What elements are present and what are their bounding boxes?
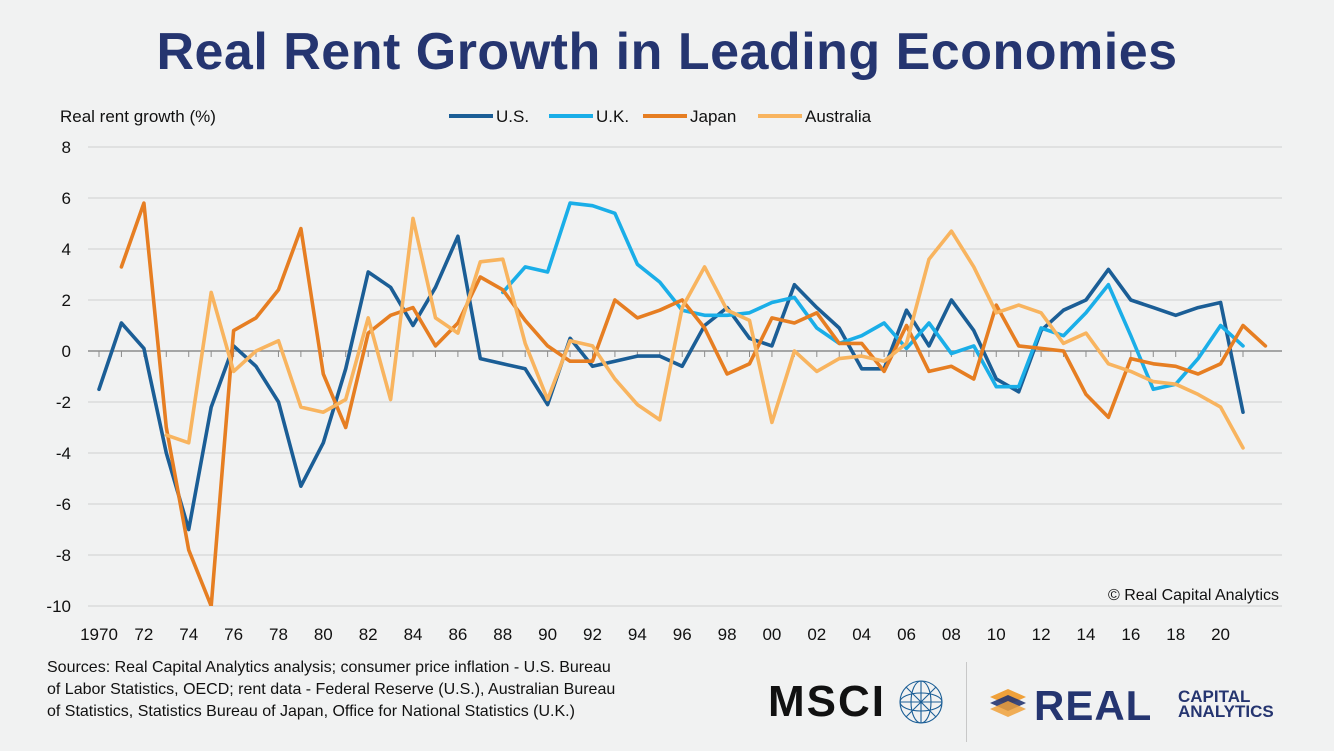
x-tick-label: 74 (179, 625, 198, 644)
x-tick-label: 96 (673, 625, 692, 644)
x-tick-label: 94 (628, 625, 647, 644)
rca-logo-line1: CAPITAL (1178, 687, 1251, 706)
x-tick-label: 04 (852, 625, 871, 644)
y-tick-label: 8 (62, 138, 71, 157)
x-tick-label: 82 (359, 625, 378, 644)
msci-globe-icon (899, 680, 943, 724)
y-tick-label: -4 (56, 444, 71, 463)
x-tick-label: 84 (404, 625, 423, 644)
gridlines (88, 146, 1282, 607)
x-tick-label: 72 (134, 625, 153, 644)
rca-logo-word: REAL (1034, 682, 1153, 729)
x-tick-label: 20 (1211, 625, 1230, 644)
x-tick-label: 86 (448, 625, 467, 644)
y-tick-label: -10 (46, 597, 71, 616)
x-tick-label: 88 (493, 625, 512, 644)
rca-logo-line2: ANALYTICS (1178, 702, 1274, 721)
legend-label: Japan (690, 107, 736, 126)
sources-note: Sources: Real Capital Analytics analysis… (47, 659, 616, 720)
series-line-uk (500, 201, 1245, 392)
y-tick-label: 4 (62, 240, 71, 259)
rca-logo-subtitle: CAPITAL ANALYTICS (1178, 687, 1274, 721)
x-tick-label: 80 (314, 625, 333, 644)
x-tick-label: 02 (807, 625, 826, 644)
x-tick-label: 18 (1166, 625, 1185, 644)
y-tick-label: 6 (62, 189, 71, 208)
rca-logo-icon (990, 689, 1026, 717)
x-tick-label: 12 (1032, 625, 1051, 644)
line-chart: Real rent growth (%) U.S. U.K. Japan Austra… (46, 107, 1282, 644)
y-tick-label: 2 (62, 291, 71, 310)
legend: U.S. U.K. Japan Australia (449, 107, 872, 126)
x-tick-label: 08 (942, 625, 961, 644)
legend-label: U.K. (596, 107, 629, 126)
x-tick-label: 16 (1121, 625, 1140, 644)
legend-label: Australia (805, 107, 872, 126)
y-axis-ticks: 8 6 4 2 0 -2 -4 -6 -8 -10 (46, 138, 71, 616)
y-axis-label: Real rent growth (%) (60, 107, 216, 126)
x-tick-label: 98 (718, 625, 737, 644)
legend-label: U.S. (496, 107, 529, 126)
y-tick-label: -6 (56, 495, 71, 514)
x-tick-label: 92 (583, 625, 602, 644)
x-tick-label: 00 (762, 625, 781, 644)
x-tick-label: 76 (224, 625, 243, 644)
x-tick-label: 14 (1077, 625, 1096, 644)
x-tick-label: 10 (987, 625, 1006, 644)
x-tick-label: 90 (538, 625, 557, 644)
x-tick-label: 78 (269, 625, 288, 644)
x-axis: 1970 72 74 76 78 80 82 84 86 88 90 92 94 96 98 00 02 04 06… (80, 350, 1282, 644)
x-tick-label: 06 (897, 625, 916, 644)
y-tick-label: -8 (56, 546, 71, 565)
copyright-note: © Real Capital Analytics (1108, 587, 1279, 604)
series-line-japan (119, 201, 1268, 606)
series-line-australia (164, 216, 1245, 450)
logo-divider (966, 662, 967, 742)
series-line-us (97, 234, 1245, 532)
y-tick-label: 0 (62, 342, 71, 361)
series-lines (97, 201, 1268, 606)
x-tick-label: 1970 (80, 625, 118, 644)
chart-title: Real Rent Growth in Leading Economies (156, 23, 1178, 81)
msci-logo-text: MSCI (768, 677, 886, 726)
y-tick-label: -2 (56, 393, 71, 412)
